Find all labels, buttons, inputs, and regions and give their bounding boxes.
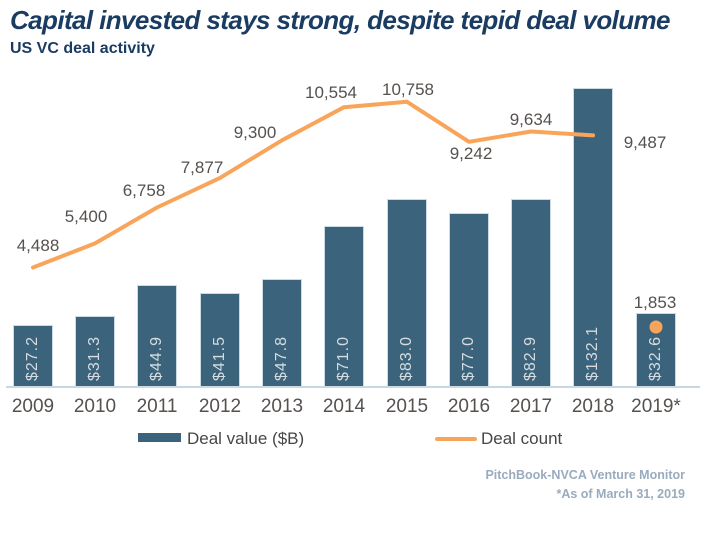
bar-2013: $47.8 — [262, 278, 302, 387]
bar-value-label: $82.9 — [522, 335, 539, 381]
bar-value-label: $132.1 — [584, 326, 601, 381]
bar-2010: $31.3 — [75, 316, 115, 387]
page-subtitle: US VC deal activity — [10, 40, 155, 57]
bar-value-label: $27.2 — [24, 335, 41, 381]
year-label-2017: 2017 — [509, 396, 553, 417]
bar-2018: $132.1 — [573, 88, 613, 387]
page-title: Capital invested stays strong, despite t… — [10, 5, 671, 35]
bar-2009: $27.2 — [13, 325, 53, 387]
deal-count-label: 10,758 — [382, 80, 434, 99]
bar-value-label: $77.0 — [460, 335, 477, 381]
bar-2011: $44.9 — [137, 285, 177, 387]
bar-2012: $41.5 — [200, 293, 240, 387]
bar-value-label: $83.0 — [398, 335, 415, 381]
year-label-2011: 2011 — [136, 396, 178, 417]
year-label-2018: 2018 — [571, 396, 615, 417]
deal-count-label: 9,242 — [449, 144, 493, 163]
deal-count-label: 9,634 — [509, 110, 553, 129]
x-axis-line — [6, 386, 700, 388]
year-label-2014: 2014 — [322, 396, 366, 417]
bar-2015: $83.0 — [387, 199, 427, 387]
year-label-2009: 2009 — [11, 396, 55, 417]
deal-count-label: 4,488 — [16, 236, 60, 255]
bar-value-label: $44.9 — [148, 335, 165, 381]
bar-value-label: $41.5 — [211, 335, 228, 381]
year-label-2012: 2012 — [198, 396, 242, 417]
deal-count-label: 1,853 — [633, 293, 677, 312]
source-line: PitchBook-NVCA Venture Monitor — [485, 468, 685, 482]
deal-count-label: 10,554 — [305, 83, 357, 102]
year-label-2019: 2019* — [631, 396, 681, 417]
deal-value-swatch — [138, 433, 181, 442]
bar-value-label: $32.6 — [647, 335, 664, 381]
bar-value-label: $71.0 — [335, 335, 352, 381]
deal-count-label: 9,487 — [623, 133, 667, 152]
bar-2014: $71.0 — [324, 226, 364, 387]
bar-2017: $82.9 — [511, 199, 551, 387]
deal-count-label: 6,758 — [122, 181, 166, 200]
bar-2019: $32.6 — [636, 313, 676, 387]
deal-count-label: 5,400 — [64, 207, 108, 226]
legend-label-deal-count: Deal count — [481, 429, 563, 448]
source-attribution: PitchBook-NVCA Venture Monitor *As of Ma… — [485, 466, 685, 504]
deal-count-label: 7,877 — [180, 158, 224, 177]
year-label-2016: 2016 — [447, 396, 491, 417]
bar-value-label: $47.8 — [273, 335, 290, 381]
bar-value-label: $31.3 — [86, 335, 103, 381]
asof-line: *As of March 31, 2019 — [556, 487, 685, 501]
deal-count-swatch — [435, 437, 477, 441]
year-label-2015: 2015 — [385, 396, 429, 417]
legend-label-deal-value: Deal value ($B) — [187, 429, 305, 448]
year-label-2013: 2013 — [260, 396, 304, 417]
deal-count-label: 9,300 — [233, 123, 277, 142]
bar-2016: $77.0 — [449, 212, 489, 387]
year-label-2010: 2010 — [73, 396, 117, 417]
